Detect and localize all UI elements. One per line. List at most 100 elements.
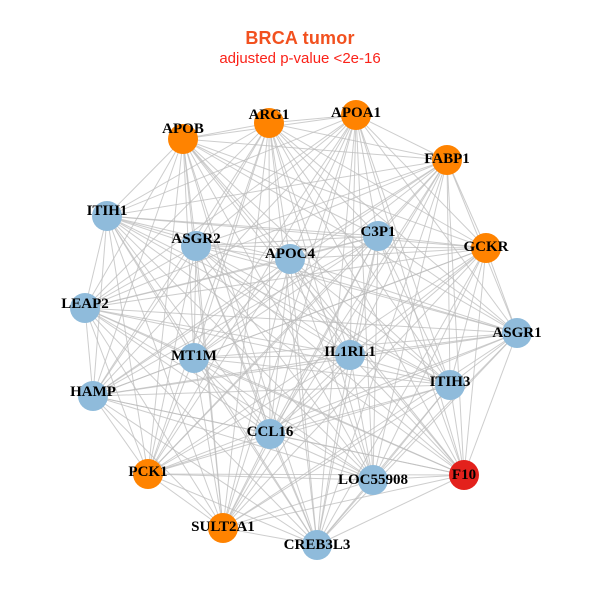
network-edge <box>195 245 351 356</box>
network-edge <box>268 122 451 386</box>
node-label-ASGR1: ASGR1 <box>492 325 541 341</box>
network-edge <box>147 245 197 475</box>
network-edge <box>268 122 465 476</box>
network-edge <box>269 332 518 435</box>
node-circle-LOC55908 <box>358 465 388 495</box>
network-edge <box>193 114 357 359</box>
network-edge <box>268 122 518 334</box>
node-circle-HAMP <box>78 381 108 411</box>
network-edge <box>106 215 197 247</box>
network-edge <box>195 245 518 334</box>
network-edge <box>195 245 451 386</box>
network-edge <box>84 307 149 475</box>
network-edge <box>106 215 465 476</box>
network-edge <box>106 215 451 386</box>
node-circle-FABP1 <box>432 145 462 175</box>
network-edge <box>106 215 271 435</box>
network-edge <box>147 473 224 529</box>
network-edge <box>193 357 271 435</box>
network-edge <box>195 245 465 476</box>
network-edge <box>193 245 197 359</box>
network-edge <box>92 395 271 435</box>
network-edge <box>182 138 291 260</box>
network-edge <box>268 122 379 237</box>
network-edge <box>106 215 379 237</box>
node-circle-CREB3L3 <box>302 530 332 560</box>
network-edge <box>316 114 357 546</box>
network-edge <box>316 354 351 546</box>
network-edge <box>377 235 451 386</box>
network-edge <box>195 245 271 435</box>
network-edge <box>92 258 291 397</box>
network-edge <box>377 235 518 334</box>
network-edge <box>84 235 379 309</box>
network-edge <box>316 247 487 546</box>
network-edge <box>349 332 518 356</box>
network-edge <box>316 235 379 546</box>
network-edge <box>355 114 451 386</box>
network-edge <box>372 247 487 481</box>
network-edge <box>355 114 379 237</box>
network-edge <box>349 235 379 356</box>
node-label-F10: F10 <box>452 467 476 483</box>
network-edge <box>106 159 448 217</box>
network-edge <box>349 354 374 481</box>
network-edge <box>269 258 291 435</box>
node-circle-ASGR1 <box>502 318 532 348</box>
network-edge <box>147 433 271 475</box>
network-edge <box>372 159 448 481</box>
node-label-C3P1: C3P1 <box>361 224 396 240</box>
node-circle-ITIH1 <box>92 201 122 231</box>
node-label-CCL16: CCL16 <box>247 424 294 440</box>
network-edge <box>222 235 379 529</box>
network-edge <box>446 159 465 476</box>
plot-subtitle: adjusted p-value <2e-16 <box>219 50 381 67</box>
network-edge <box>147 354 351 475</box>
node-label-ITIH1: ITIH1 <box>87 203 128 219</box>
network-edge <box>195 245 374 481</box>
network-edge <box>84 307 351 356</box>
network-edge <box>92 395 318 546</box>
network-edge <box>193 122 270 359</box>
network-edge <box>147 247 487 475</box>
network-edge <box>355 114 465 476</box>
node-label-APOB: APOB <box>162 121 204 137</box>
node-label-APOC4: APOC4 <box>265 246 315 262</box>
network-edge <box>193 258 291 359</box>
network-edge <box>355 114 448 161</box>
network-edge <box>289 114 357 260</box>
network-edge <box>92 235 379 397</box>
node-circle-ITIH3 <box>435 370 465 400</box>
network-edge <box>84 159 448 309</box>
node-label-MT1M: MT1M <box>171 348 217 364</box>
node-label-LEAP2: LEAP2 <box>61 296 109 312</box>
network-edge <box>92 159 448 397</box>
network-edge <box>193 159 448 359</box>
labels-layer: APOB ARG1 APOA1 FABP1 GCKR ASGR1 ITIH3 F10 LOC55… <box>61 105 541 553</box>
node-label-ARG1: ARG1 <box>249 107 290 123</box>
network-edge <box>355 114 374 481</box>
network-edge <box>222 258 291 529</box>
network-edge <box>84 114 357 309</box>
network-edge <box>377 159 448 237</box>
network-edge <box>193 357 224 529</box>
network-edge <box>269 433 465 476</box>
network-edge <box>106 138 184 217</box>
network-edge <box>84 307 271 435</box>
network-edge <box>463 332 518 476</box>
node-label-ASGR2: ASGR2 <box>171 231 220 247</box>
node-circle-F10 <box>449 460 479 490</box>
network-edge <box>106 122 270 217</box>
nodes-layer <box>70 100 532 560</box>
node-circle-C3P1 <box>363 221 393 251</box>
network-edge <box>84 307 224 529</box>
node-circle-SULT2A1 <box>208 513 238 543</box>
network-edge <box>377 235 487 249</box>
network-edge <box>289 247 487 260</box>
network-edge <box>289 258 465 476</box>
network-edge <box>269 159 448 435</box>
network-edge <box>349 114 357 356</box>
network-edge <box>349 247 487 356</box>
network-edge <box>268 122 374 481</box>
network-edge <box>106 215 318 546</box>
